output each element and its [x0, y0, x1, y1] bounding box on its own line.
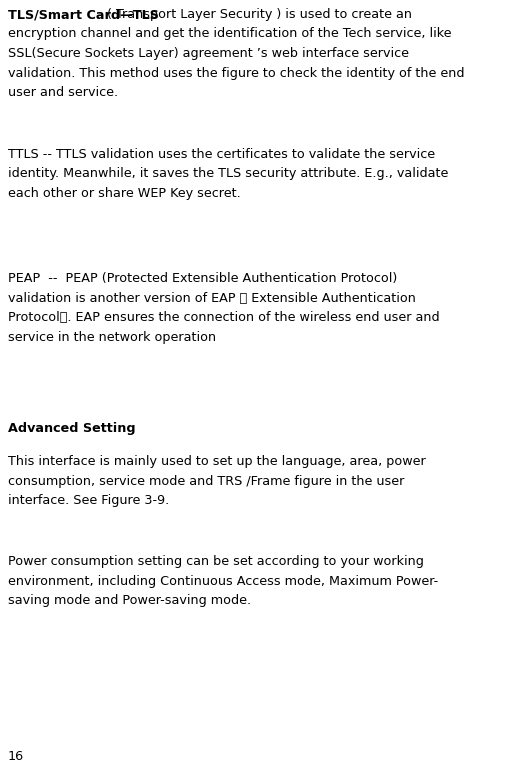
Text: This interface is mainly used to set up the language, area, power: This interface is mainly used to set up …	[8, 455, 426, 468]
Text: TLS/Smart Card—TLS: TLS/Smart Card—TLS	[8, 8, 159, 21]
Text: service in the network operation: service in the network operation	[8, 330, 216, 344]
Text: Power consumption setting can be set according to your working: Power consumption setting can be set acc…	[8, 555, 424, 568]
Text: Protocol）. EAP ensures the connection of the wireless end user and: Protocol）. EAP ensures the connection of…	[8, 311, 440, 324]
Text: identity. Meanwhile, it saves the TLS security attribute. E.g., validate: identity. Meanwhile, it saves the TLS se…	[8, 167, 449, 180]
Text: SSL(Secure Sockets Layer) agreement ’s web interface service: SSL(Secure Sockets Layer) agreement ’s w…	[8, 47, 409, 60]
Text: ( Transport Layer Security ) is used to create an: ( Transport Layer Security ) is used to …	[107, 8, 413, 21]
Text: each other or share WEP Key secret.: each other or share WEP Key secret.	[8, 187, 241, 200]
Text: Advanced Setting: Advanced Setting	[8, 422, 135, 435]
Text: validation is another version of EAP （ Extensible Authentication: validation is another version of EAP （ E…	[8, 292, 416, 304]
Text: consumption, service mode and TRS /Frame figure in the user: consumption, service mode and TRS /Frame…	[8, 474, 404, 488]
Text: validation. This method uses the figure to check the identity of the end: validation. This method uses the figure …	[8, 67, 465, 80]
Text: TTLS -- TTLS validation uses the certificates to validate the service: TTLS -- TTLS validation uses the certifi…	[8, 148, 435, 161]
Text: encryption channel and get the identification of the Tech service, like: encryption channel and get the identific…	[8, 28, 452, 40]
Text: saving mode and Power-saving mode.: saving mode and Power-saving mode.	[8, 594, 251, 607]
Text: user and service.: user and service.	[8, 86, 118, 99]
Text: PEAP  --  PEAP (Protected Extensible Authentication Protocol): PEAP -- PEAP (Protected Extensible Authe…	[8, 272, 397, 285]
Text: environment, including Continuous Access mode, Maximum Power-: environment, including Continuous Access…	[8, 574, 438, 587]
Text: 16: 16	[8, 750, 24, 763]
Text: interface. See Figure 3-9.: interface. See Figure 3-9.	[8, 494, 169, 507]
